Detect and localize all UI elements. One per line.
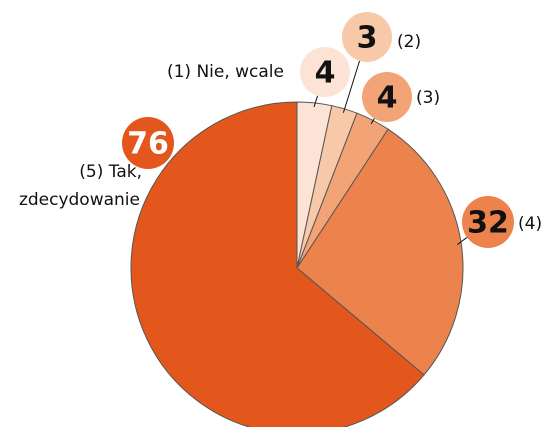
pie-slice bbox=[296, 128, 464, 376]
category-label: (4) bbox=[518, 214, 542, 234]
value-badge bbox=[300, 47, 350, 97]
value-badge bbox=[122, 117, 174, 169]
category-label: (3) bbox=[416, 88, 440, 108]
pie-slice bbox=[130, 101, 425, 427]
category-label: (2) bbox=[397, 32, 421, 52]
value-label: 4 bbox=[377, 81, 398, 116]
value-label: 32 bbox=[467, 206, 509, 241]
category-label: (5) Tak, zdecydowanie bbox=[19, 162, 142, 210]
value-label: 76 bbox=[127, 127, 169, 162]
value-label: 3 bbox=[357, 21, 378, 56]
value-label: 4 bbox=[315, 56, 336, 91]
value-badge bbox=[342, 12, 392, 62]
value-badge bbox=[362, 72, 412, 122]
value-badge bbox=[462, 196, 514, 248]
category-label: (1) Nie, wcale bbox=[167, 62, 284, 82]
